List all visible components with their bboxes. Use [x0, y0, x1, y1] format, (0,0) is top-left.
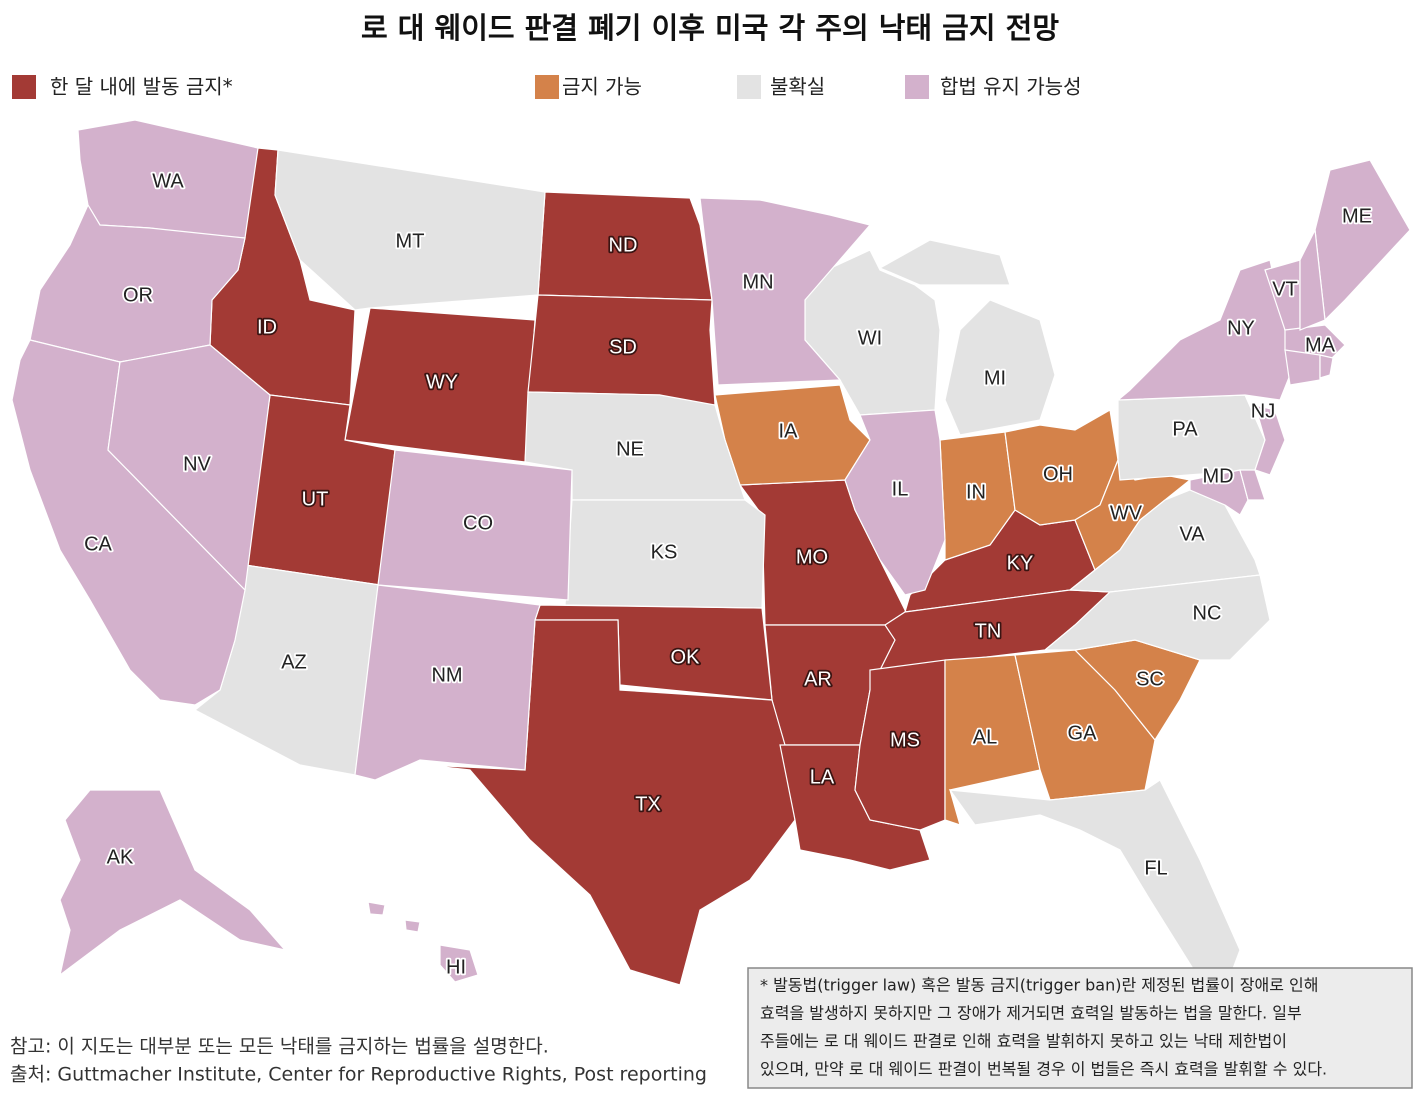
state-shape: [367, 901, 479, 983]
state-label: IL: [892, 478, 909, 500]
state-label: WA: [152, 170, 184, 192]
state-shape: [1043, 574, 1271, 661]
state-label: VA: [1179, 523, 1205, 545]
state-label: VT: [1272, 278, 1298, 300]
state-label: HI: [446, 956, 466, 978]
legend-swatch: [535, 75, 559, 99]
legend-swatch: [12, 75, 36, 99]
state-label: CO: [463, 512, 493, 534]
state-shape: [1319, 354, 1334, 379]
footnote-line: 효력을 발생하지 못하지만 그 장애가 제거되면 효력일 발동하는 법을 말한다…: [760, 1004, 1302, 1023]
footnote-line: 주들에는 로 대 웨이드 판결로 인해 효력을 발휘하지 못하고 있는 낙태 제…: [760, 1032, 1287, 1051]
legend: 한 달 내에 발동 금지* 금지 가능 불확실 합법 유지 가능성: [12, 75, 1082, 99]
footnote-line: 있으며, 만약 로 대 웨이드 판결이 번복될 경우 이 법들은 즉시 효력을 …: [760, 1060, 1327, 1079]
state-label: SC: [1136, 668, 1164, 690]
state-label: TX: [635, 793, 661, 815]
state-label: IA: [779, 420, 799, 442]
legend-label: 합법 유지 가능성: [940, 75, 1082, 99]
state-labels: ID WY UT ND SD MO KY TN AR OK TX LA MS I…: [82, 169, 1373, 981]
state-shape: [699, 197, 872, 386]
state-shape: [107, 344, 271, 592]
state-shape: [377, 449, 573, 601]
state-label: MN: [742, 271, 773, 293]
state-shape: [948, 779, 1241, 991]
state-shape: [854, 659, 946, 831]
state-label: LA: [810, 766, 835, 788]
state-label: ME: [1342, 205, 1372, 227]
state-label: NC: [1193, 602, 1222, 624]
state-label: PA: [1172, 418, 1198, 440]
state-shape: [1254, 404, 1286, 476]
state-label: MS: [890, 729, 920, 751]
state-label: NJ: [1251, 400, 1275, 422]
state-label: MO: [796, 546, 828, 568]
state-shape: [354, 584, 541, 781]
state-label: FL: [1144, 857, 1167, 879]
state-shape: [1299, 227, 1326, 331]
state-label: AZ: [281, 651, 307, 673]
state-label: WV: [1110, 502, 1143, 524]
state-label: AK: [107, 846, 134, 868]
state-label: MD: [1202, 465, 1233, 487]
state-label: TN: [975, 620, 1002, 642]
state-label: ND: [609, 234, 638, 256]
state-label: MI: [984, 367, 1006, 389]
legend-swatch: [905, 75, 929, 99]
state-shape: [844, 409, 946, 596]
state-label: KS: [651, 541, 678, 563]
state-shape: [1314, 159, 1411, 322]
state-label: WI: [858, 327, 882, 349]
state-label: CA: [84, 533, 112, 555]
footnote-line: * 발동법(trigger law) 혹은 발동 금지(trigger ban)…: [760, 976, 1318, 995]
note: 참고: 이 지도는 대부분 또는 모든 낙태를 금지하는 법률을 설명한다.: [10, 1036, 549, 1058]
state-label: NY: [1227, 317, 1255, 339]
state-label: OR: [123, 284, 153, 306]
footnote-box: * 발동법(trigger law) 혹은 발동 금지(trigger ban)…: [747, 967, 1413, 1089]
state-shape: [424, 619, 796, 986]
state-shape: [29, 203, 246, 363]
state-label: AR: [804, 668, 832, 690]
legend-swatch: [737, 75, 761, 99]
map: [11, 119, 1411, 991]
state-shape: [1284, 349, 1321, 386]
footnote-background: [747, 967, 1413, 1089]
state-label: WY: [426, 371, 458, 393]
legend-label: 한 달 내에 발동 금지*: [50, 75, 233, 99]
state-shape: [1239, 469, 1266, 501]
state-label: MT: [396, 230, 425, 252]
state-shape: [274, 149, 546, 311]
state-label: IN: [966, 481, 986, 503]
state-shape: [878, 239, 1056, 436]
state-label: UT: [302, 488, 329, 510]
state-label: MA: [1305, 334, 1336, 356]
state-label: NM: [431, 664, 462, 686]
state-shape: [59, 789, 287, 977]
state-label: OK: [671, 646, 701, 668]
state-label: NV: [183, 453, 211, 475]
state-label: ID: [257, 316, 277, 338]
map-title: 로 대 웨이드 판결 폐기 이후 미국 각 주의 낙태 금지 전망: [361, 11, 1059, 45]
state-label: AL: [973, 726, 997, 748]
state-label: GA: [1068, 722, 1098, 744]
state-shape: [1284, 324, 1346, 361]
legend-label: 불확실: [770, 75, 825, 99]
state-label: OH: [1043, 463, 1073, 485]
state-label: KY: [1007, 552, 1034, 574]
state-label: NE: [616, 438, 644, 460]
state-label: SD: [609, 336, 637, 358]
source: 출처: Guttmacher Institute, Center for Rep…: [10, 1064, 707, 1086]
state-shape: [1116, 259, 1291, 401]
legend-label: 금지 가능: [562, 75, 642, 99]
